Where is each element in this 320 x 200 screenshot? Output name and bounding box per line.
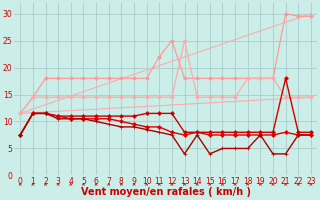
X-axis label: Vent moyen/en rafales ( km/h ): Vent moyen/en rafales ( km/h ): [81, 187, 251, 197]
